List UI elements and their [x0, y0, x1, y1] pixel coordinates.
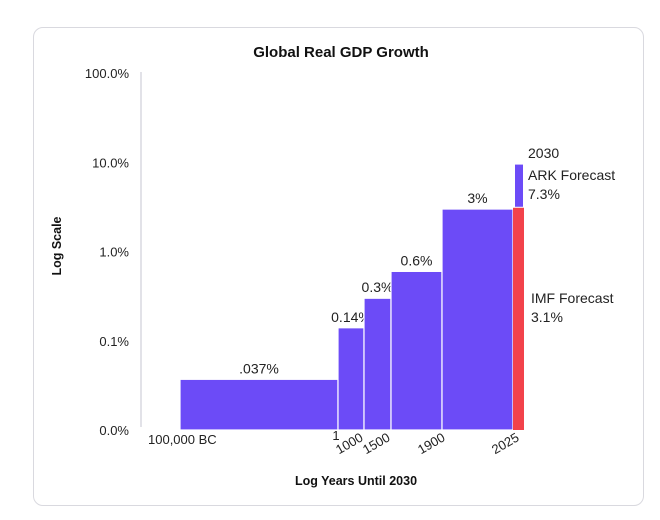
y-tick-label: 10.0%: [92, 155, 129, 170]
x-tick-label: 1500: [360, 430, 393, 457]
bar-3: [390, 270, 443, 431]
ark-forecast-year: 2030: [528, 145, 559, 161]
bars: .037% 0.14% 0.3% 0.6% 3% IMF Forecast 3.1% 2030…: [179, 145, 615, 431]
bar-label: .037%: [239, 360, 279, 376]
ark-forecast-bar: [515, 164, 523, 207]
bar-2: [363, 297, 392, 431]
imf-forecast-value: 3.1%: [531, 309, 563, 325]
y-tick-label: 0.1%: [99, 334, 129, 349]
x-axis-title: Log Years Until 2030: [295, 474, 417, 488]
bar-label: 0.14%: [331, 309, 371, 325]
ark-forecast-name: ARK Forecast: [528, 167, 615, 183]
y-tick-label: 100.0%: [85, 66, 130, 81]
ark-forecast-value: 7.3%: [528, 186, 560, 202]
x-tick-label: 1: [332, 428, 339, 443]
bar-0: [179, 378, 339, 431]
y-tick-label: 0.0%: [99, 423, 129, 438]
y-tick-label: 1.0%: [99, 245, 129, 260]
bar-1: [337, 327, 365, 431]
y-ticks: 0.0% 0.1% 1.0% 10.0% 100.0%: [85, 66, 130, 438]
bar-label: 3%: [467, 190, 487, 206]
y-axis-title: Log Scale: [50, 216, 64, 275]
imf-forecast-name: IMF Forecast: [531, 290, 614, 306]
x-tick-label: 1900: [415, 430, 448, 457]
imf-forecast-bar: [513, 207, 524, 430]
x-tick-label: 100,000 BC: [148, 432, 217, 447]
x-tick-label: 2025: [489, 430, 522, 457]
chart-title: Global Real GDP Growth: [253, 44, 429, 61]
bar-label: 0.6%: [401, 252, 433, 268]
bar-label: 0.3%: [362, 279, 394, 295]
bar-4: [441, 208, 514, 431]
